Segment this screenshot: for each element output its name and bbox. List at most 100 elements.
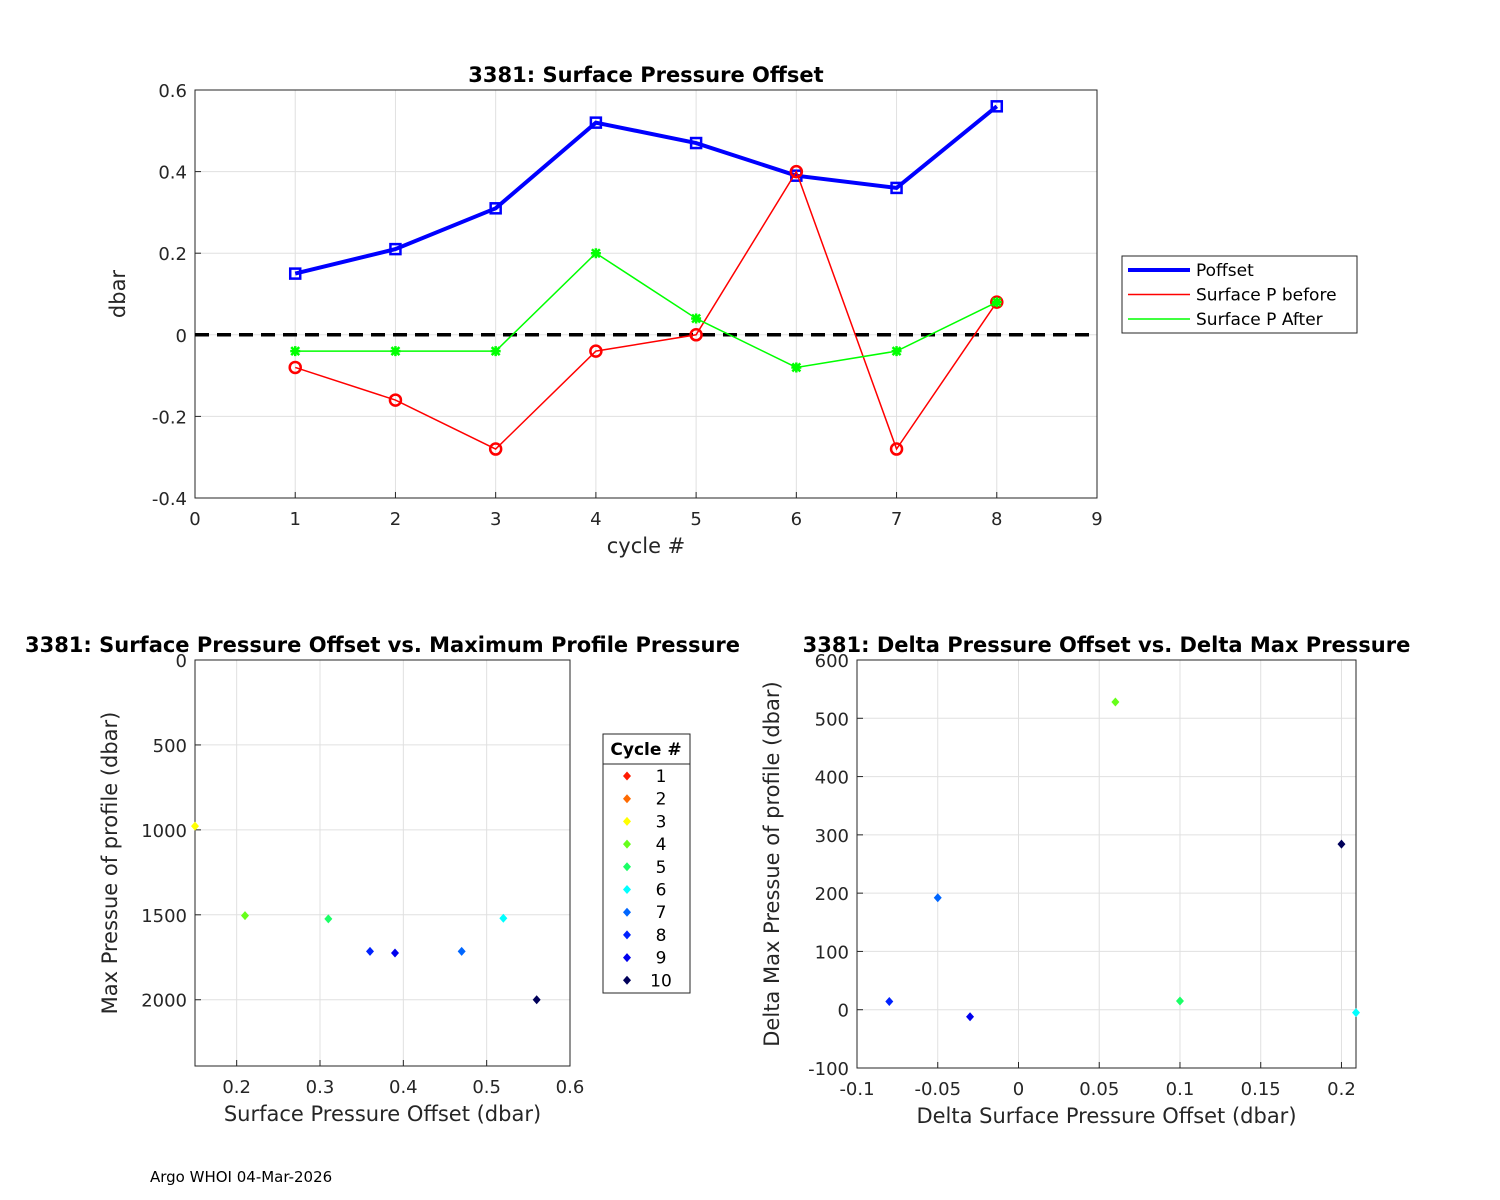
legend-label: Surface P before: [1196, 286, 1337, 306]
y-tick-label: -100: [808, 1059, 849, 1080]
legend-marker: [623, 907, 631, 917]
data-point-cycle-8: [885, 997, 894, 1007]
legend-box: [602, 733, 691, 994]
series-line-surface-p-after: [295, 252, 998, 369]
x-tick-label: 0.5: [472, 1077, 501, 1098]
data-point-poffset: [489, 202, 502, 215]
data-point-cycle-10: [1337, 839, 1346, 849]
y-tick-label: 0: [176, 651, 187, 672]
axes-box: [856, 659, 1357, 1069]
chart-title: 3381: Surface Pressure Offset: [468, 63, 823, 87]
y-tick-label: 1000: [141, 821, 187, 842]
x-tick-label: 3: [490, 509, 501, 530]
x-tick-label: 4: [590, 509, 601, 530]
y-axis-label: Delta Max Pressue of profile (dbar): [760, 681, 784, 1046]
x-tick-label: 8: [991, 509, 1002, 530]
x-tick-label: 6: [791, 509, 802, 530]
legend-marker: [623, 771, 631, 781]
x-tick-label: 1: [289, 509, 300, 530]
legend-marker: [623, 862, 631, 872]
chart-title: 3381: Surface Pressure Offset vs. Maximu…: [25, 633, 740, 657]
data-point-cycle-3: [191, 821, 199, 831]
x-tick-label: 0.4: [389, 1077, 418, 1098]
data-point-surface-p-after: [791, 362, 802, 373]
legend-marker: [623, 794, 631, 804]
data-point-surface-p-after: [991, 297, 1002, 308]
legend-label: 2: [656, 790, 667, 810]
data-point-surface-p-before: [589, 344, 603, 358]
axes-box: [194, 89, 1098, 499]
legend-label: 3: [656, 812, 667, 832]
data-point-surface-p-after: [490, 346, 501, 357]
y-tick-label: 0.6: [158, 81, 187, 102]
data-point-cycle-6: [499, 913, 508, 923]
y-tick-label: 500: [153, 736, 187, 757]
legend-marker: [623, 930, 631, 940]
legend-label: 9: [656, 949, 667, 969]
y-tick-label: 1500: [141, 906, 187, 927]
x-tick-label: 9: [1091, 509, 1102, 530]
y-tick-label: 600: [815, 651, 849, 672]
x-tick-label: 0.2: [222, 1077, 251, 1098]
data-point-surface-p-after: [691, 313, 702, 324]
x-tick-label: 7: [891, 509, 902, 530]
data-point-poffset: [689, 136, 703, 150]
series-line-poffset: [294, 104, 999, 276]
legend-label: 5: [656, 858, 667, 878]
data-point-surface-p-after: [390, 346, 401, 357]
legend-chart-1: Poffset Surface P before Surface P After: [1121, 255, 1358, 334]
legend-marker: [623, 885, 631, 894]
data-point-cycle-7: [933, 893, 942, 903]
legend-marker: [623, 816, 631, 826]
x-tick-label: 0: [189, 509, 200, 530]
y-tick-label: 0.4: [158, 163, 187, 184]
data-point-surface-p-before: [789, 164, 804, 179]
legend-label: Surface P After: [1196, 310, 1323, 330]
x-axis-label: cycle #: [607, 534, 686, 558]
x-axis-label: Delta Surface Pressure Offset (dbar): [916, 1104, 1296, 1128]
data-point-poffset: [288, 267, 302, 280]
y-axis-label: dbar: [106, 270, 130, 319]
data-point-surface-p-before: [388, 393, 403, 407]
data-point-surface-p-before: [990, 295, 1004, 309]
legend-label: 10: [650, 971, 672, 991]
y-tick-label: 0: [176, 326, 187, 347]
legend-label: 4: [656, 835, 667, 855]
chart-1: 0.2 0.3 0.4 0.5 0.6 0 500 1000 1500 2000 3381: Sur…: [25, 633, 740, 1126]
y-tick-label: 2000: [141, 991, 187, 1012]
x-tick-label: 0.1: [1166, 1079, 1195, 1100]
y-tick-label: 200: [815, 884, 849, 905]
data-point-poffset: [589, 116, 603, 129]
data-point-cycle-4: [1111, 697, 1120, 707]
data-point-surface-p-after: [290, 346, 301, 357]
data-point-cycle-5: [324, 914, 333, 924]
legend-marker: [623, 953, 631, 963]
x-tick-label: 0: [1013, 1079, 1024, 1100]
chart-title: 3381: Delta Pressure Offset vs. Delta Ma…: [803, 633, 1411, 657]
y-tick-label: 300: [815, 826, 849, 847]
x-tick-label: -0.05: [914, 1079, 961, 1100]
chart-0: 0 1 2 3 4 5 6 7 8 9 -0.4 -0.2 0 0.2 0.4 0.6 3381: Surfac…: [106, 63, 1103, 558]
x-axis-label: Surface Pressure Offset (dbar): [224, 1102, 541, 1126]
y-tick-label: -0.4: [152, 489, 187, 510]
data-point-poffset: [990, 100, 1004, 113]
data-point-cycle-9: [966, 1012, 975, 1022]
data-point-surface-p-after: [590, 248, 601, 259]
y-axis-label: Max Pressue of profile (dbar): [98, 712, 122, 1015]
x-tick-label: 0.3: [306, 1077, 335, 1098]
y-tick-label: 500: [815, 709, 849, 730]
y-tick-label: 400: [815, 768, 849, 789]
legend-label: 7: [656, 903, 667, 923]
data-point-surface-p-before: [288, 360, 302, 375]
y-tick-label: 100: [815, 942, 849, 963]
legend-marker: [623, 839, 631, 849]
data-point-poffset: [389, 242, 402, 256]
x-tick-label: 5: [690, 509, 701, 530]
data-point-surface-p-before: [689, 328, 703, 342]
axes-box: [194, 659, 571, 1067]
x-tick-label: 0.15: [1241, 1079, 1281, 1100]
series-line-surface-p-before: [294, 169, 998, 451]
data-point-cycle-8: [366, 946, 374, 956]
